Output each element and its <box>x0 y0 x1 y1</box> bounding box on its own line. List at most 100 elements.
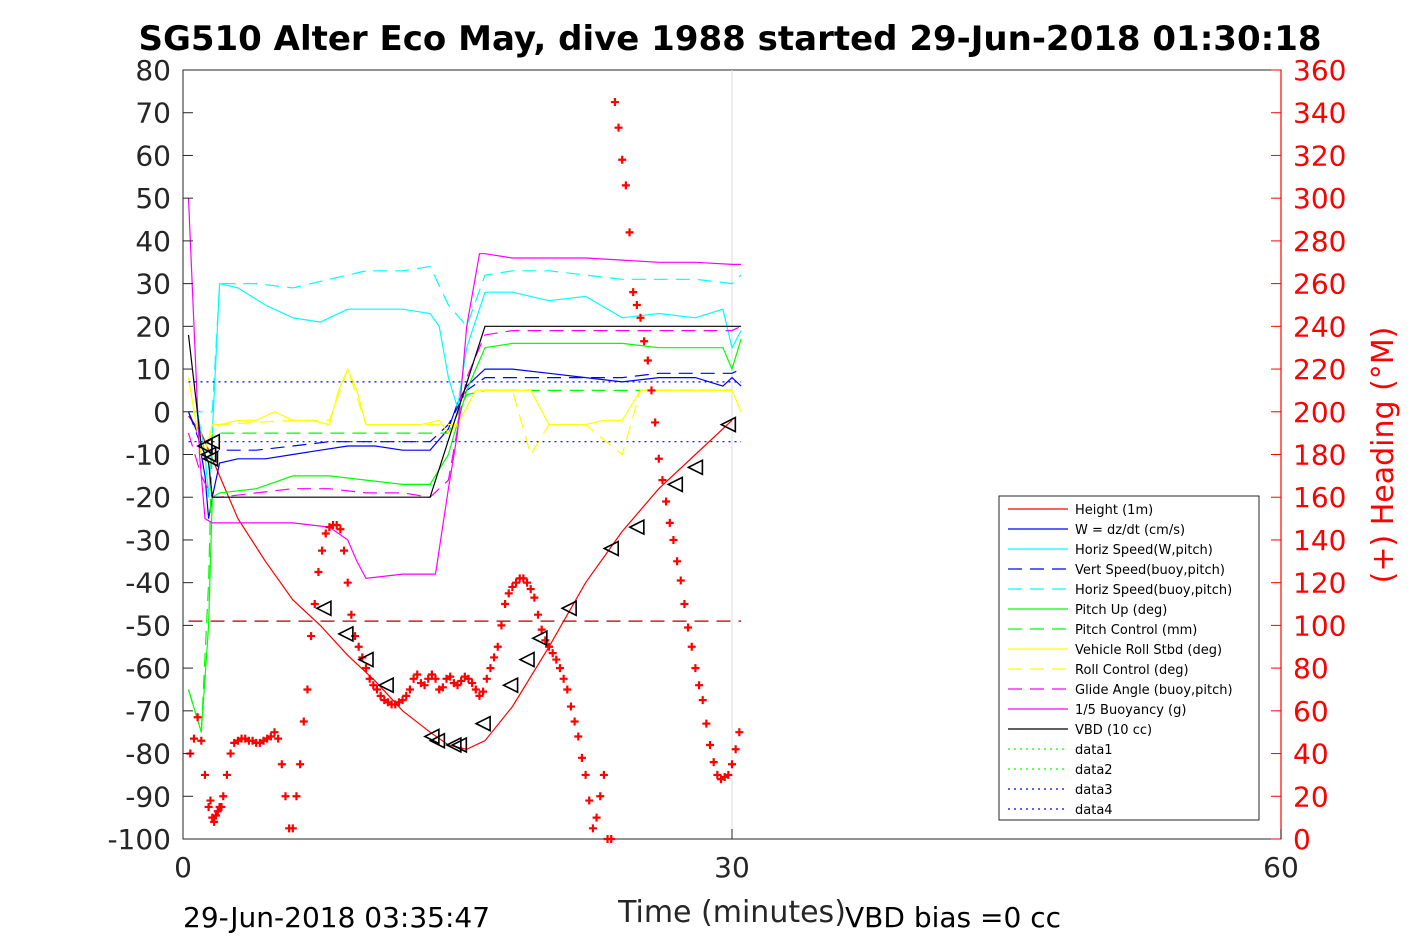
triangle-marker <box>719 416 737 433</box>
x-tick-label: 30 <box>714 851 750 884</box>
legend-label-vert-speed-buoy-pitch: Vert Speed(buoy,pitch) <box>1075 563 1225 578</box>
heading-point <box>728 760 736 769</box>
left-tick-label: -100 <box>107 823 171 856</box>
heading-point <box>695 681 704 690</box>
heading-point <box>376 691 385 700</box>
heading-point <box>519 574 528 583</box>
chart-title: SG510 Alter Eco May, dive 1988 started 2… <box>138 19 1321 59</box>
right-tick-label: 100 <box>1293 609 1346 642</box>
heading-point <box>453 681 462 690</box>
right-tick-label: 240 <box>1293 310 1346 343</box>
legend-label-horiz-speed-buoy-pitch: Horiz Speed(buoy,pitch) <box>1075 583 1232 598</box>
heading-point <box>332 520 341 529</box>
heading-point <box>654 454 663 463</box>
heading-point <box>226 749 235 758</box>
triangle-marker <box>531 629 548 647</box>
heading-point <box>687 642 696 651</box>
footer-timestamp: 29-Jun-2018 03:35:47 <box>183 901 490 934</box>
heading-point <box>424 674 433 683</box>
heading-point <box>475 691 484 700</box>
triangle-marker <box>201 450 219 468</box>
heading-point <box>189 734 198 743</box>
left-tick-label: 50 <box>135 182 171 215</box>
heading-point <box>420 681 429 690</box>
heading-point <box>310 600 319 609</box>
left-tick-label: 0 <box>153 396 171 429</box>
triangle-marker <box>428 732 446 750</box>
right-tick-label: 280 <box>1293 225 1346 258</box>
legend-label-horiz-speed-w-pitch: Horiz Speed(W,pitch) <box>1075 543 1213 558</box>
heading-point <box>581 770 590 779</box>
left-axis: 80 70 60 50 40 30 20 10 0 -10 -20 -30 -40 -50 -60 -70 -8… <box>107 54 193 856</box>
heading-point <box>526 585 535 594</box>
triangle-marker <box>450 736 468 754</box>
right-tick-label: 160 <box>1293 481 1346 514</box>
heading-points <box>186 98 744 843</box>
left-tick-label: 20 <box>135 310 171 343</box>
triangle-marker <box>337 625 354 643</box>
x-axis-label: Time (minutes) <box>617 895 846 930</box>
heading-point <box>643 356 652 365</box>
right-axis-label: (+) Heading (°M) <box>1366 327 1401 584</box>
triangle-marker <box>377 676 394 694</box>
left-tick-label: -80 <box>125 738 171 771</box>
heading-point <box>673 557 682 566</box>
heading-point <box>299 717 308 726</box>
heading-point <box>545 642 553 651</box>
right-tick-label: 320 <box>1293 139 1346 172</box>
right-tick-label: 20 <box>1293 780 1329 813</box>
heading-point <box>621 181 630 190</box>
heading-point <box>632 300 641 309</box>
heading-point <box>340 546 349 555</box>
heading-point <box>592 813 601 822</box>
heading-point <box>217 802 226 811</box>
heading-point <box>735 728 744 737</box>
heading-point <box>213 807 222 816</box>
legend-label-1-5-buoyancy-g: 1/5 Buoyancy (g) <box>1075 703 1186 718</box>
heading-point <box>596 792 605 801</box>
heading-point <box>365 674 374 683</box>
heading-point <box>409 674 418 683</box>
heading-point <box>552 655 561 664</box>
heading-point <box>372 685 381 694</box>
heading-point <box>559 674 568 683</box>
heading-point <box>566 702 575 711</box>
footer-vbd-bias: VBD bias =0 cc <box>845 901 1061 934</box>
left-tick-label: -30 <box>125 524 171 557</box>
triangle-marker <box>445 736 462 754</box>
heading-point <box>731 745 740 754</box>
heading-point <box>497 621 506 630</box>
legend-label-height-1m: Height (1m) <box>1075 503 1153 518</box>
heading-point <box>577 753 586 762</box>
left-tick-label: 80 <box>135 54 171 87</box>
heading-point <box>343 578 352 587</box>
series-pitch-up-deg <box>187 338 742 733</box>
heading-point <box>537 625 546 634</box>
right-axis: 3603403203002802602402202001801601401201… <box>1271 54 1346 856</box>
heading-point <box>427 670 436 679</box>
heading-point <box>204 802 213 811</box>
left-tick-label: -20 <box>125 481 171 514</box>
heading-point <box>398 696 407 705</box>
heading-point <box>588 824 597 833</box>
left-tick-label: -70 <box>125 695 171 728</box>
heading-point <box>288 824 297 833</box>
legend-label-pitch-control-mm: Pitch Control (mm) <box>1075 623 1197 638</box>
heading-point <box>296 760 305 769</box>
triangle-marker <box>315 600 332 617</box>
legend: Height (1m) W = dz/dt (cm/s) Horiz Speed(W… <box>998 495 1260 821</box>
heading-point <box>709 758 718 767</box>
heading-point <box>713 770 722 779</box>
triangle-marker <box>560 600 577 617</box>
legend-label-data3: data3 <box>1075 783 1113 798</box>
right-tick-label: 360 <box>1293 54 1346 87</box>
heading-point <box>266 732 275 741</box>
heading-point <box>585 796 594 805</box>
heading-point <box>222 770 231 779</box>
right-tick-label: 340 <box>1293 97 1346 130</box>
heading-point <box>665 518 674 527</box>
heading-point <box>698 696 707 705</box>
heading-point <box>555 664 564 673</box>
triangle-marker <box>501 676 519 694</box>
triangle-marker <box>686 459 704 476</box>
